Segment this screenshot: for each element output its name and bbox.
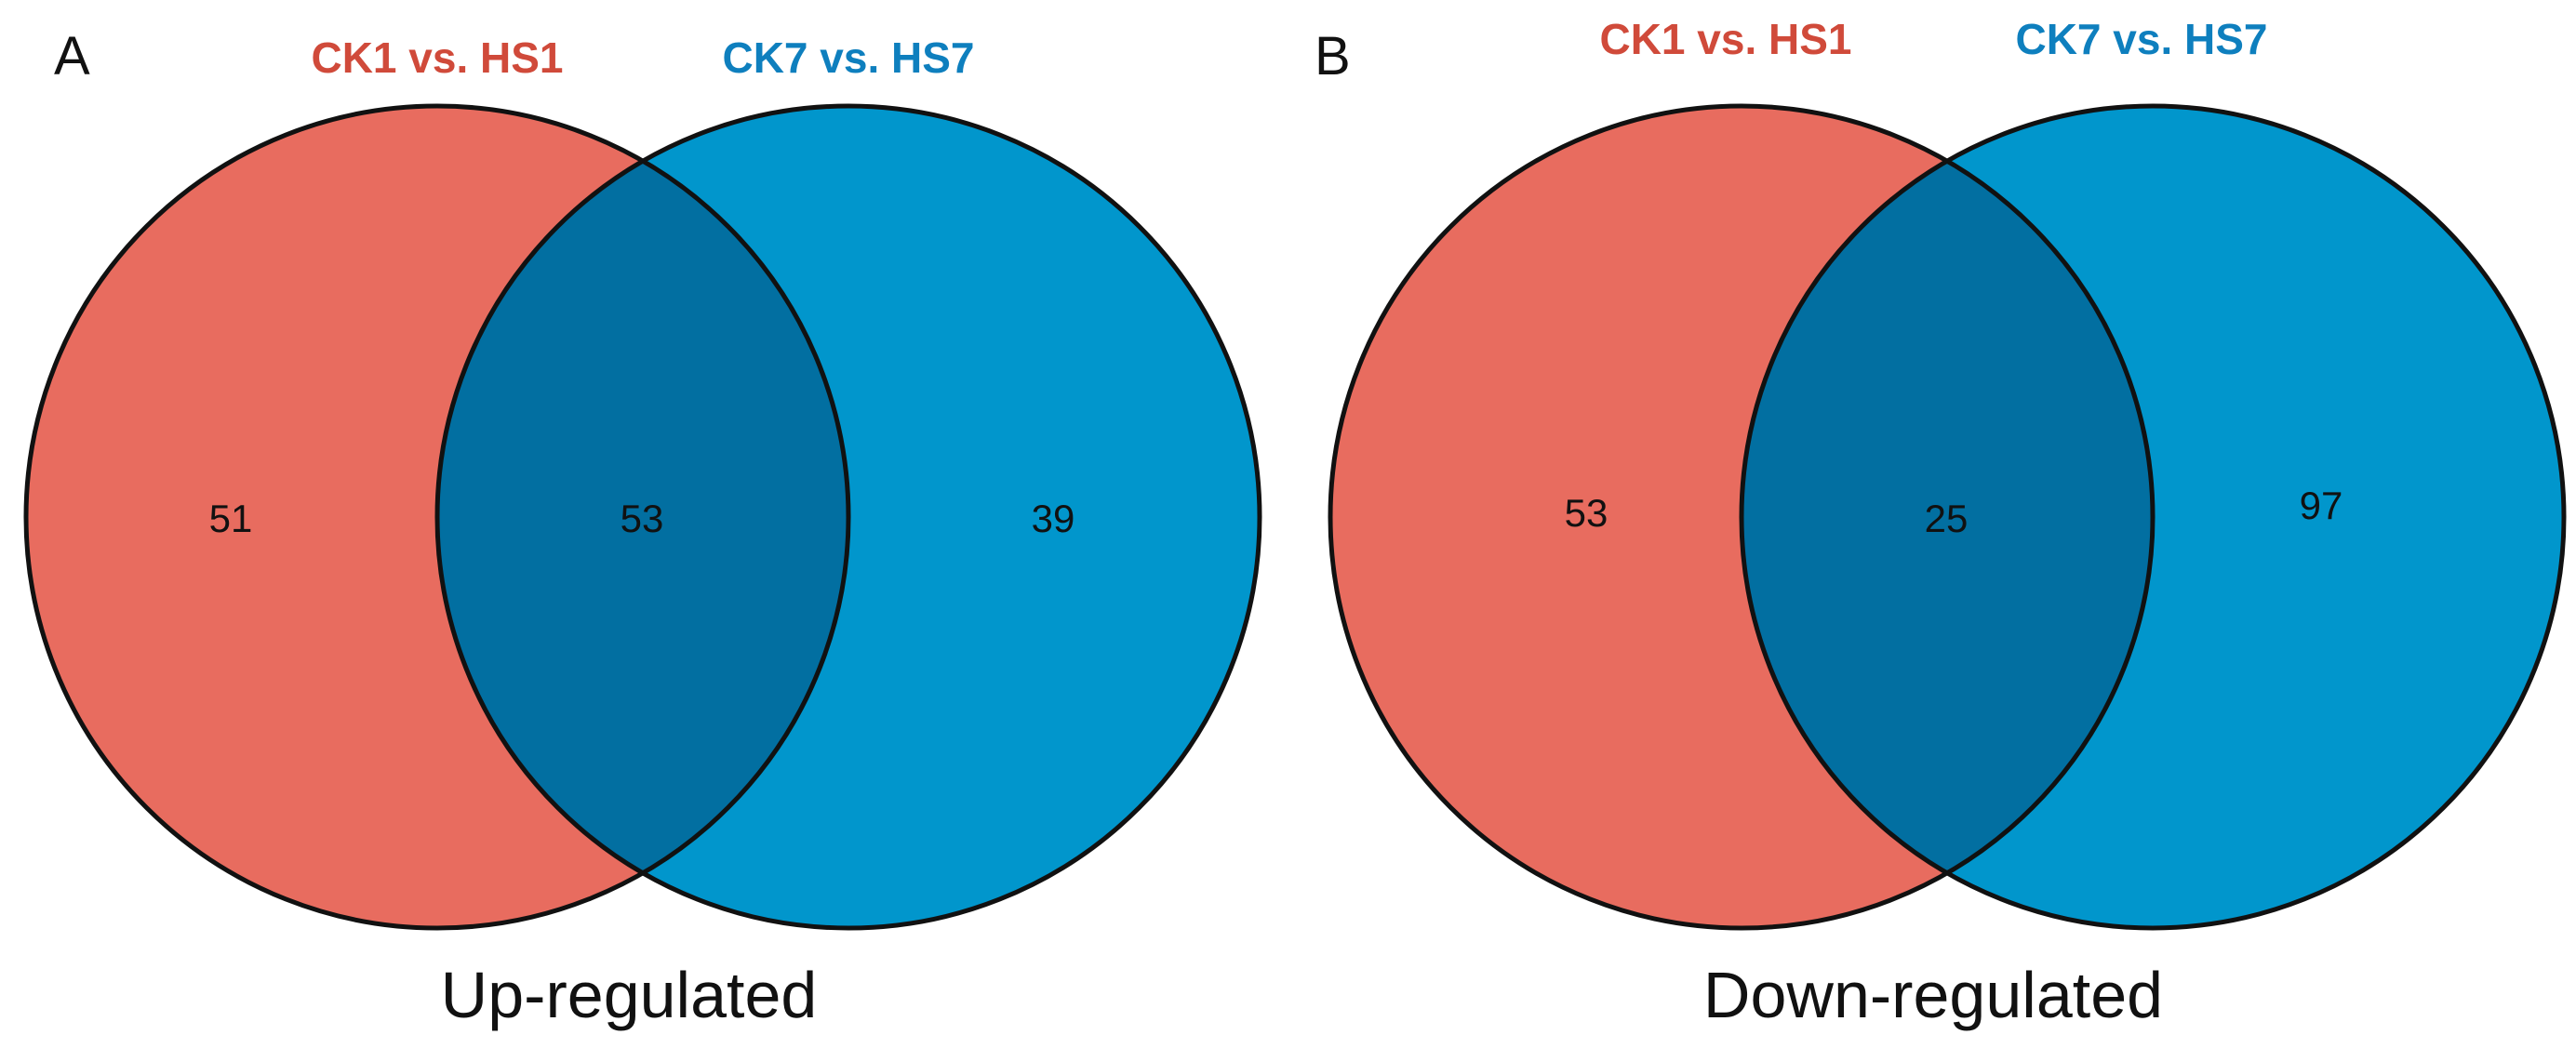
venn-outline-right (434, 103, 1262, 931)
count-right-only: 97 (2300, 484, 2343, 527)
panel-letter-a: A (54, 26, 90, 86)
chart-title-a: Up-regulated (441, 959, 818, 1031)
chart-title-b: Down-regulated (1703, 959, 2163, 1031)
count-right-only: 39 (1032, 497, 1075, 540)
venn-outline-left (23, 103, 851, 931)
venn-intersection (1742, 106, 2153, 928)
panel-letter-b: B (1315, 26, 1351, 86)
count-left-only: 51 (209, 497, 253, 540)
venn-outline-right (1739, 103, 2567, 931)
venn-panel-a: A CK1 vs. HS1 CK7 vs. HS7 51 53 39 Up-re… (23, 26, 1262, 1031)
set-label-right: CK7 vs. HS7 (722, 33, 974, 82)
venn-outline-left (1328, 103, 2156, 931)
set-label-right: CK7 vs. HS7 (2015, 15, 2267, 63)
venn-intersection (437, 106, 848, 928)
set-label-left: CK1 vs. HS1 (1599, 15, 1851, 63)
count-left-only: 53 (1565, 491, 1608, 535)
count-intersection: 53 (621, 497, 664, 540)
set-label-left: CK1 vs. HS1 (311, 33, 563, 82)
venn-panel-b: B CK1 vs. HS1 CK7 vs. HS7 53 25 97 Down-… (1315, 15, 2567, 1031)
count-intersection: 25 (1925, 497, 1969, 540)
